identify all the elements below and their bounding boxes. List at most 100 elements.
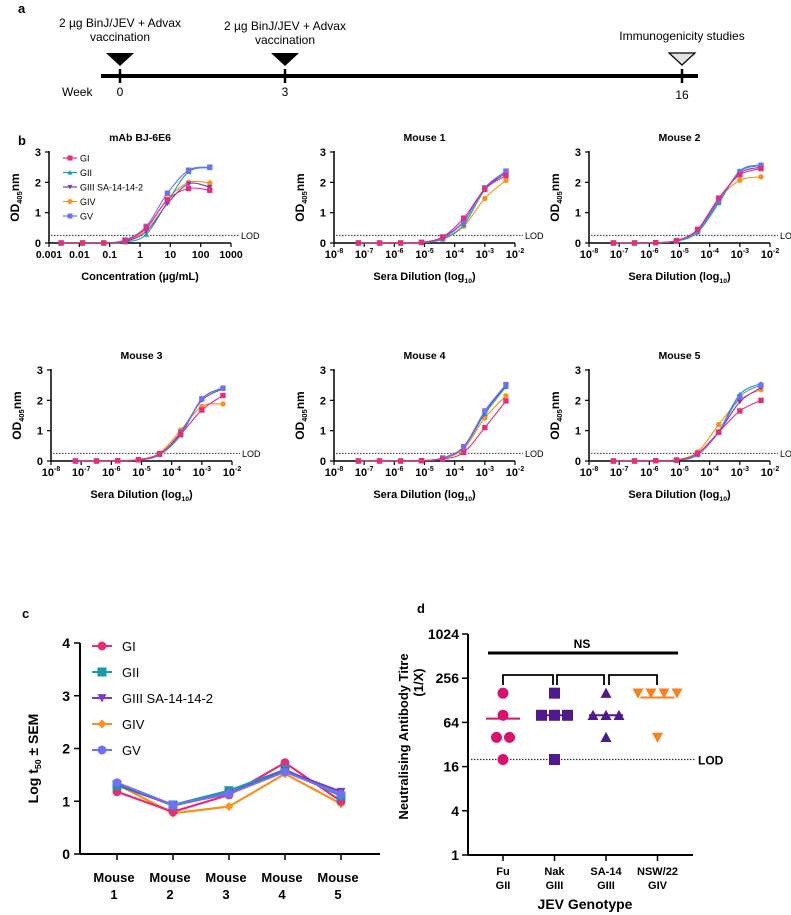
lod-label: LOD (780, 449, 791, 459)
legend-marker (67, 213, 73, 219)
series-line-GV (358, 384, 507, 462)
x-tick-label: 10-8 (580, 248, 599, 261)
data-point-SA-14-GIII (600, 731, 612, 743)
chart-m2: Mouse 2 0 1 2 3 10-8 10-7 10-6 10-5 10-4 10-3 10-2 O… (548, 132, 791, 285)
chart-title: Mouse 1 (403, 132, 445, 144)
panel-letter-b: b (18, 133, 26, 148)
data-point-GV (461, 444, 467, 450)
x-axis-label: JEV Genotype (538, 896, 633, 912)
legend-marker (67, 184, 73, 190)
comparison-bracket (556, 674, 605, 685)
y-axis-label: OD405nm (548, 391, 564, 439)
x-tick-label: 10-4 (700, 248, 719, 261)
x-tick-label: Fu (496, 866, 509, 878)
legend-label: GV (80, 212, 93, 222)
y-axis-label: Log t50 ± SEM (25, 714, 43, 804)
legend-marker (97, 719, 107, 729)
data-point-GI (737, 408, 743, 414)
x-tick-label: 10-8 (42, 466, 61, 479)
data-point-GI (355, 240, 362, 246)
chart-c: 0 1 2 3 4 Mouse 1 Mouse 2 Mouse 3 Mouse 4 Mouse 5 Log t… (25, 635, 380, 902)
lod-label: LOD (780, 231, 791, 241)
data-point-GIV (220, 401, 226, 407)
data-point-NSW-22-GIV (645, 688, 657, 699)
x-tick-label: Mouse (149, 870, 190, 885)
event-1-label-line1: 2 µg BinJ/JEV + Advax (224, 19, 346, 33)
x-axis-label: Concentration (µg/mL) (81, 271, 199, 283)
x-tick-label: 10-2 (223, 466, 242, 479)
data-point-GV (503, 168, 509, 174)
x-tick-label: 0.001 (36, 249, 62, 261)
x-tick-label: 10-3 (731, 466, 750, 479)
y-tick-label: 1 (37, 426, 43, 438)
data-point-Fu-GII (491, 731, 502, 743)
data-point-GI (207, 187, 213, 193)
data-point-SA-14-GIII (600, 687, 612, 698)
data-point-GI (461, 449, 467, 456)
data-point-Nak-GIII (549, 709, 560, 721)
data-point-GIV (503, 393, 509, 399)
event-0-label-line1: 2 µg BinJ/JEV + Advax (59, 16, 181, 30)
data-point-GI (694, 226, 701, 233)
legend-label: GII (80, 168, 92, 178)
data-point-GI (185, 185, 192, 192)
data-point-NSW-22-GIV (632, 688, 644, 699)
data-point-GI (355, 458, 362, 464)
data-point-GIII (207, 184, 213, 190)
y-tick-label: 1 (62, 793, 70, 809)
chart-title: Mouse 3 (120, 350, 162, 362)
y-axis-label: OD405nm (548, 173, 564, 221)
data-point-GI (610, 458, 617, 464)
x-tick-label: 10-2 (761, 248, 780, 261)
legend-label: GII (122, 665, 139, 680)
data-point-GI (482, 424, 488, 431)
data-point-NSW-22-GIV (652, 732, 663, 743)
x-axis-label: Sera Dilution (log10) (628, 271, 731, 285)
x-tick-label: 1 (137, 249, 143, 261)
x-tick-label: 10-3 (476, 248, 495, 261)
y-axis-label: OD405nm (10, 391, 26, 439)
y-tick-label: 0 (320, 456, 326, 468)
x-tick-label: GII (496, 880, 511, 892)
data-point-GV (716, 198, 722, 204)
data-point-GI (652, 457, 659, 464)
x-tick-label: 10-2 (506, 466, 525, 479)
data-point-GV (164, 190, 171, 196)
legend-label: GIII SA-14-14-2 (122, 691, 213, 706)
y-axis-label-units: (1/X) (411, 668, 426, 696)
y-tick-label: 1 (35, 208, 41, 220)
legend-label: GIII SA-14-14-2 (80, 183, 143, 193)
data-point-GV (758, 382, 764, 388)
chart-mab: mAb BJ-6E6 0 1 2 3 0.001 0.01 0.1 1 10 100 1000 OD40… (8, 132, 260, 283)
x-axis-label: Sera Dilution (log10) (373, 271, 476, 285)
data-point-GI (503, 172, 509, 179)
y-tick-label: 2 (575, 177, 581, 189)
data-point-GV (280, 767, 290, 777)
data-point-GI (418, 239, 425, 246)
legend-label: GI (122, 639, 136, 654)
y-tick-label: 64 (443, 714, 459, 730)
series-line-GIV (613, 176, 762, 244)
y-tick-label: 2 (37, 395, 43, 407)
data-point-GI (439, 456, 446, 462)
y-tick-label: 3 (37, 365, 43, 377)
legend-label: GIV (122, 717, 145, 732)
y-axis-label: Neutralising Antibody Titre (396, 653, 411, 819)
data-point-SA-14-GIII (600, 709, 612, 720)
data-point-NSW-22-GIV (671, 688, 683, 699)
x-tick-label: 10-7 (355, 248, 374, 261)
x-tick-label: GIII (597, 880, 615, 892)
data-point-GI (143, 225, 149, 231)
y-tick-label: 0 (575, 456, 581, 468)
y-tick-label: 0 (37, 456, 43, 468)
legend-marker (97, 667, 107, 677)
x-tick-label: 10-7 (610, 248, 629, 261)
y-tick-label: 3 (575, 365, 581, 377)
x-tick-label: 10-7 (610, 466, 629, 479)
data-point-GI (716, 195, 722, 201)
comparison-bracket (502, 674, 554, 685)
data-point-GV (199, 396, 205, 402)
x-tick-label: 10-5 (132, 466, 151, 479)
y-axis-label: OD405nm (8, 173, 24, 221)
data-point-GI (673, 237, 680, 244)
